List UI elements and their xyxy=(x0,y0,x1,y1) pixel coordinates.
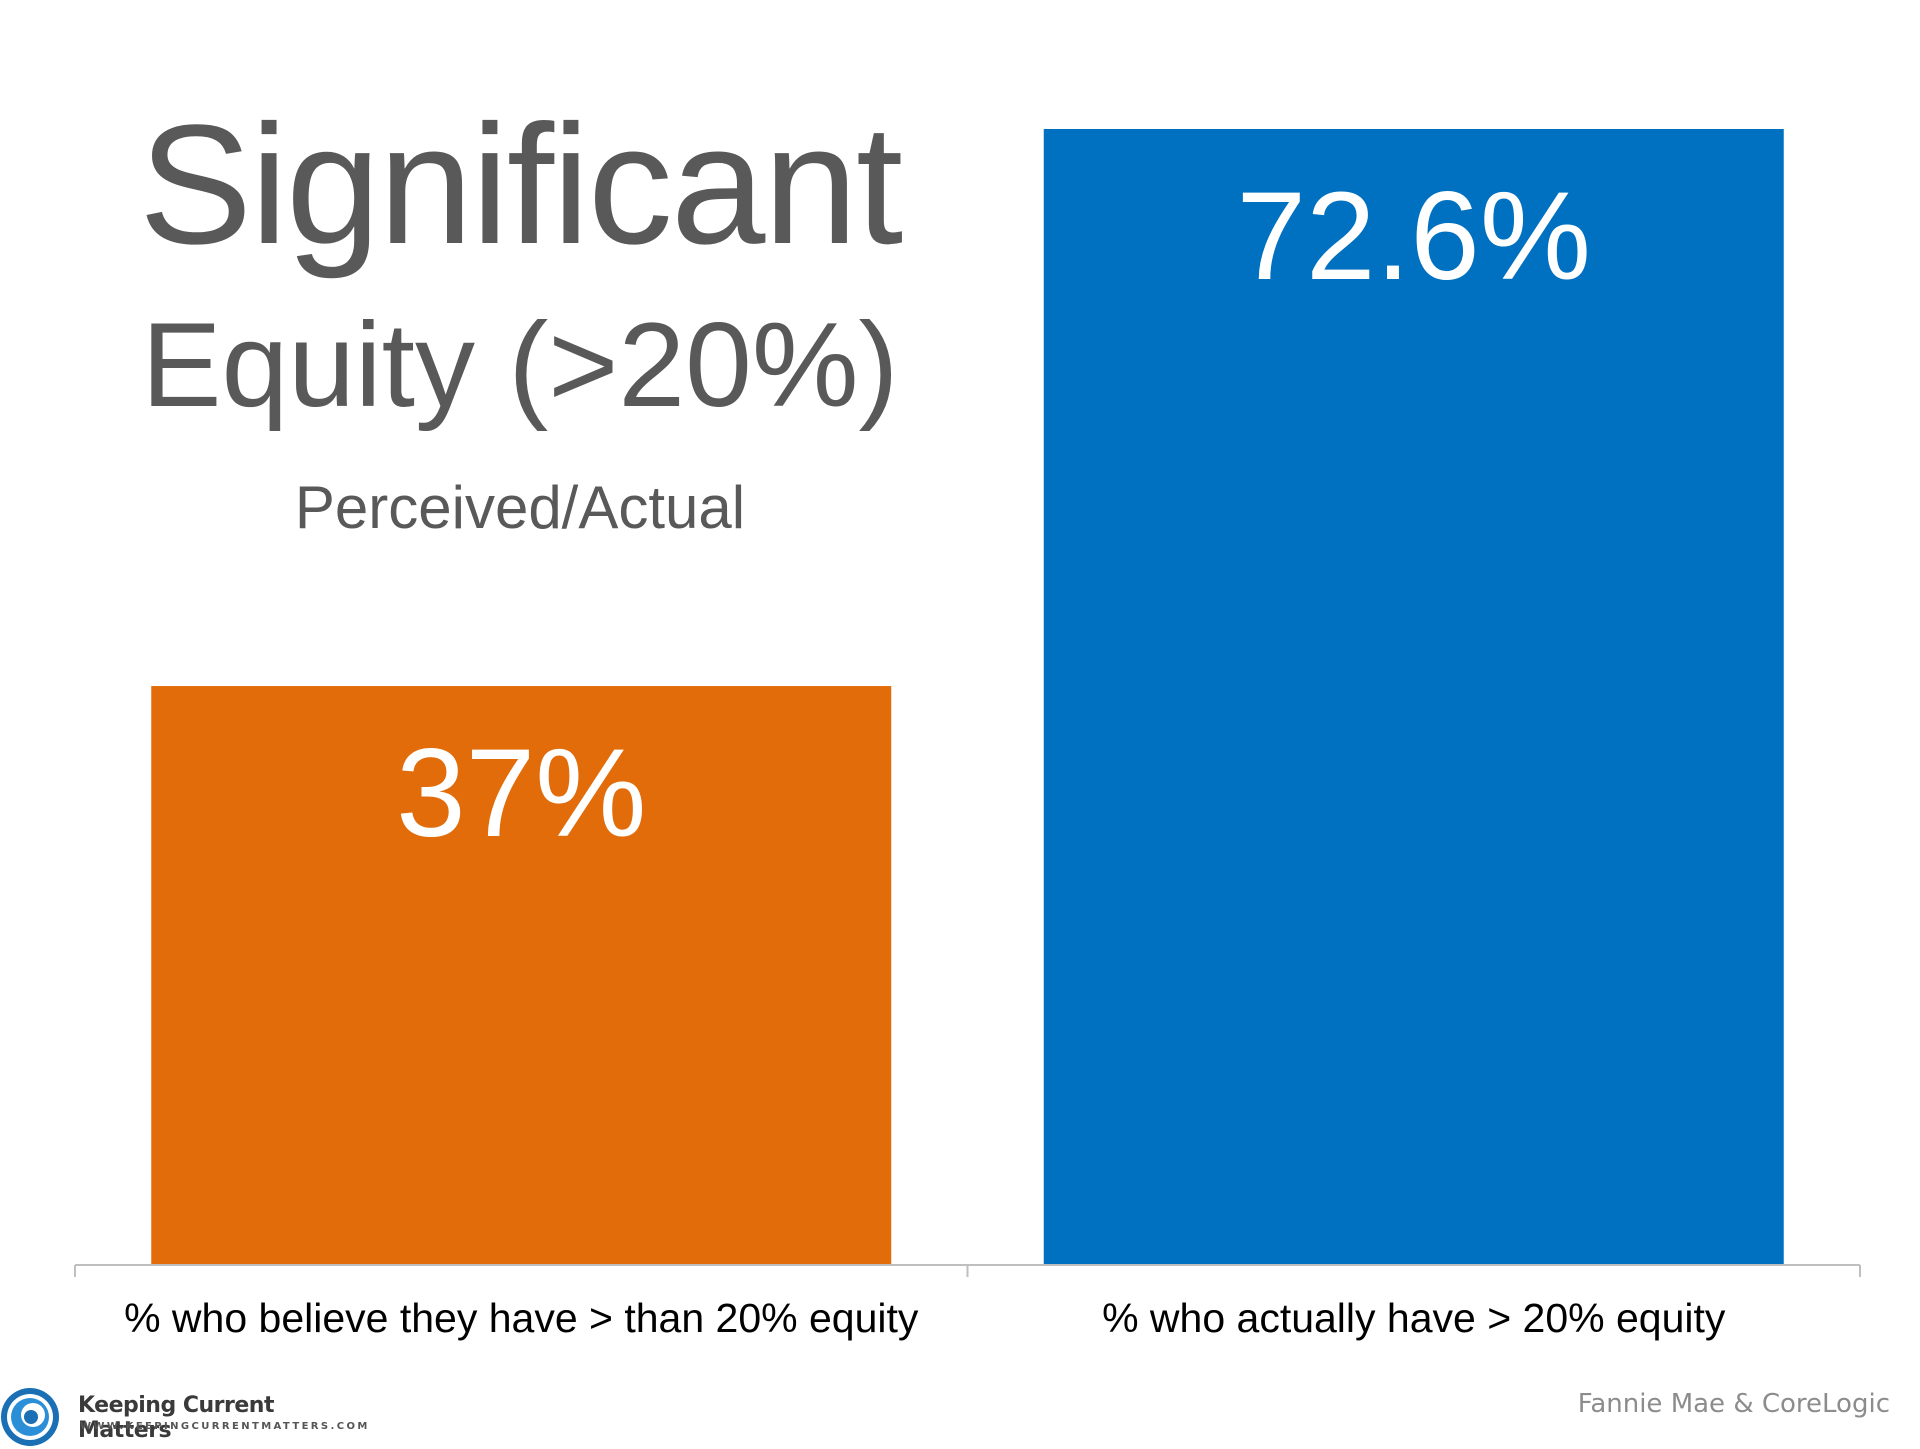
swirl-logo-icon xyxy=(1,1388,59,1446)
data-label-1: 37% xyxy=(396,724,646,863)
source-credit: Fannie Mae & CoreLogic xyxy=(1577,1389,1890,1419)
category-label-2: % who actually have > 20% equity xyxy=(1102,1295,1726,1341)
data-label-2: 72.6% xyxy=(1237,167,1591,306)
bar-1 xyxy=(151,686,892,1265)
chart-note: Perceived/Actual xyxy=(294,474,746,541)
chart-title: Significant xyxy=(138,90,903,280)
category-label-1: % who believe they have > than 20% equit… xyxy=(124,1295,919,1341)
bar-2 xyxy=(1043,129,1784,1265)
logo-url: WWW.KEEPINGCURRENTMATTERS.COM xyxy=(80,1421,370,1432)
chart-subtitle: Equity (>20%) xyxy=(141,298,899,432)
logo-name: Keeping Current Matters xyxy=(78,1393,274,1443)
company-logo: Keeping Current Matters WWW.KEEPINGCURRE… xyxy=(0,1385,367,1446)
